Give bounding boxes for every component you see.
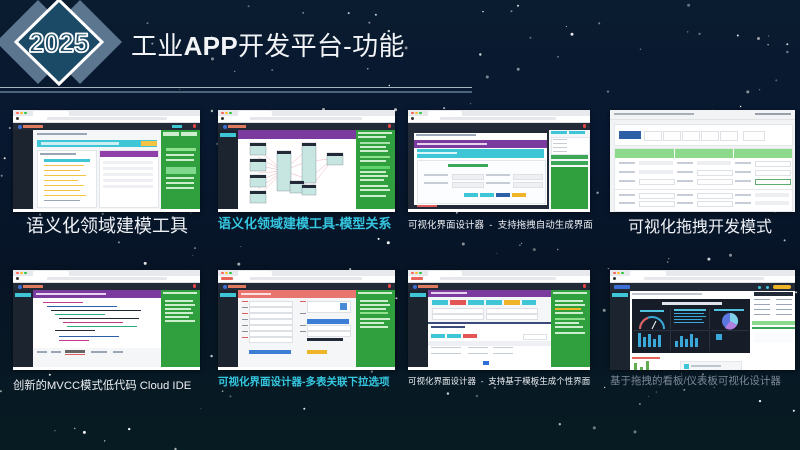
svg-text:2025: 2025 (29, 28, 89, 58)
